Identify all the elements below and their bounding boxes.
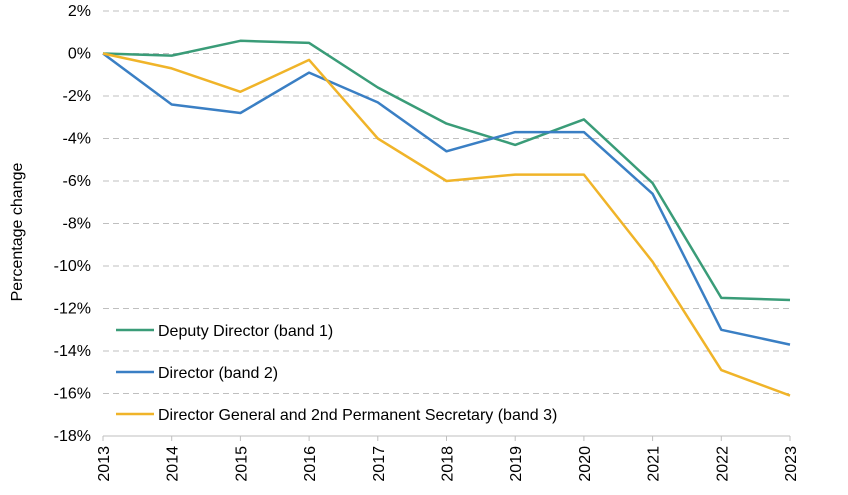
x-tick-label: 2023: [783, 446, 800, 482]
x-tick-label: 2022: [714, 446, 731, 482]
series-line-3: [102, 52, 791, 397]
x-tick-label: 2020: [577, 446, 594, 482]
y-tick-label: -10%: [54, 258, 91, 275]
y-tick-label: -6%: [63, 173, 91, 190]
x-tick-label: 2013: [96, 446, 113, 482]
x-tick-label: 2017: [371, 446, 388, 482]
y-axis-tick-labels: 2% 0% -2% -4% -6% -8% -10% -12% -14% -16% -18%: [54, 3, 91, 445]
series-line-1: [102, 39, 791, 302]
legend: Deputy Director (band 1) Director (band 2…: [116, 323, 557, 424]
x-axis-tick-labels: 2013 2014 2015 2016 2017 2018 2019 2020 2021 2022…: [96, 436, 800, 482]
y-tick-label: -14%: [54, 343, 91, 360]
x-tick-label: 2019: [508, 446, 525, 482]
series-lines: [102, 39, 791, 397]
x-tick-label: 2018: [440, 446, 457, 482]
x-tick-label: 2021: [646, 446, 663, 482]
x-tick-label: 2015: [233, 446, 250, 482]
legend-label: Director (band 2): [158, 365, 278, 382]
y-tick-label: -8%: [63, 216, 91, 233]
y-axis-label: Percentage change: [9, 163, 26, 302]
y-tick-label: -16%: [54, 386, 91, 403]
y-tick-label: -12%: [54, 301, 91, 318]
y-tick-label: -4%: [63, 131, 91, 148]
y-tick-label: -2%: [63, 88, 91, 105]
y-tick-label: -18%: [54, 428, 91, 445]
legend-label: Deputy Director (band 1): [158, 323, 333, 340]
x-tick-label: 2016: [302, 446, 319, 482]
y-tick-label: 0%: [68, 46, 91, 63]
legend-label: Director General and 2nd Permanent Secre…: [158, 407, 557, 424]
x-tick-label: 2014: [165, 446, 182, 482]
y-tick-label: 2%: [68, 3, 91, 20]
series-line-2: [102, 52, 791, 346]
